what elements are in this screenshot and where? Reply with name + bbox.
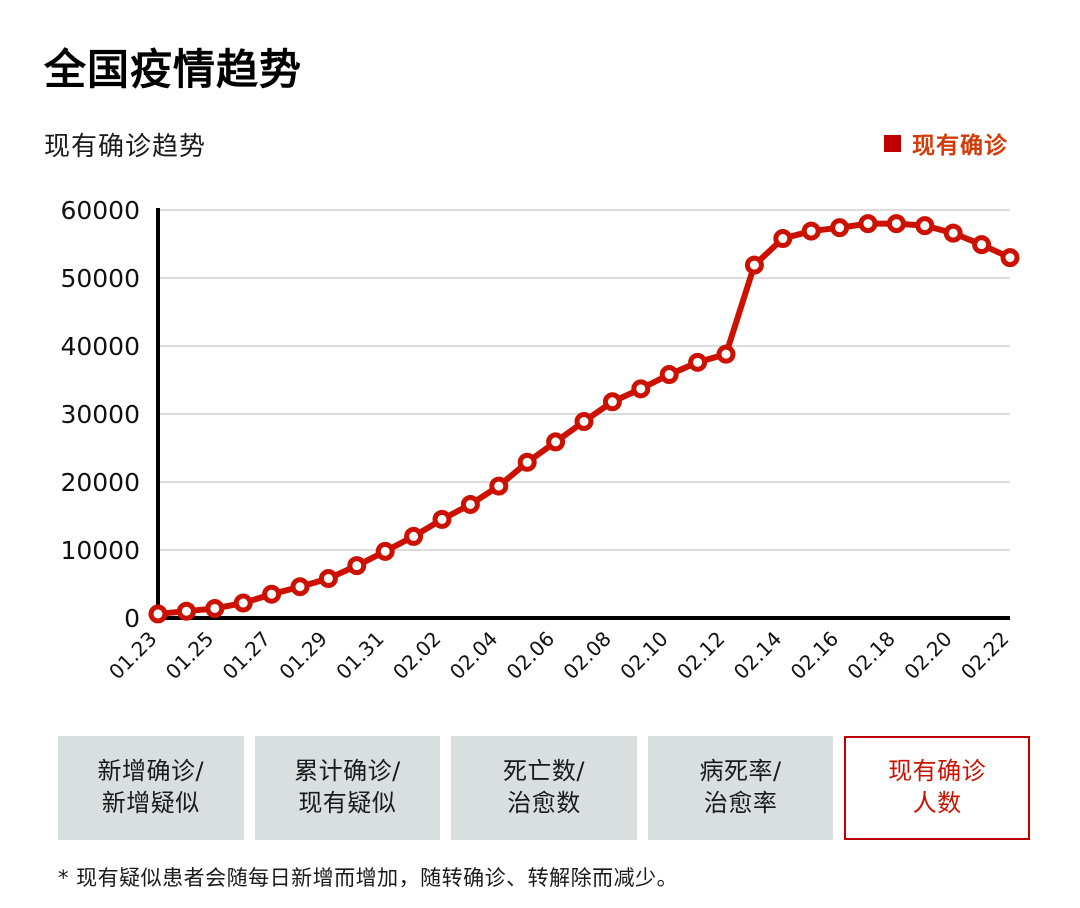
tab-label-line2: 治愈率	[703, 789, 778, 817]
data-point-marker[interactable]	[1000, 248, 1020, 268]
series-existing-confirmed	[148, 214, 1020, 624]
tab-bar: 新增确诊/ 新增疑似 累计确诊/ 现有疑似 死亡数/ 治愈数 病死率/ 治愈率 …	[58, 736, 1030, 840]
chart-legend: 现有确诊	[884, 126, 1008, 160]
data-point-marker[interactable]	[432, 509, 452, 529]
x-tick-label: 02.08	[558, 627, 615, 684]
x-tick-label: 01.29	[274, 627, 331, 684]
x-tick-label: 02.22	[956, 627, 1013, 684]
data-point-marker[interactable]	[233, 593, 253, 613]
data-point-marker[interactable]	[659, 365, 679, 385]
data-point-marker[interactable]	[176, 601, 196, 621]
x-tick-label: 02.06	[502, 627, 559, 684]
y-tick-label: 40000	[60, 332, 140, 361]
data-point-marker[interactable]	[517, 452, 537, 472]
page-title: 全国疫情趋势	[44, 45, 303, 95]
y-tick-label: 10000	[60, 536, 140, 565]
x-tick-label: 02.12	[672, 627, 729, 684]
gridlines	[158, 209, 1010, 551]
x-tick-label: 01.23	[104, 627, 161, 684]
data-point-marker[interactable]	[318, 569, 338, 589]
line-chart: 0 10000 20000 30000 40000 50000 60000 01.23 01.…	[0, 190, 1080, 710]
tab-label-line2: 现有疑似	[298, 789, 397, 817]
tab-label-line2: 人数	[912, 789, 962, 817]
data-point-marker[interactable]	[460, 494, 480, 514]
x-tick-label: 02.14	[729, 627, 786, 684]
x-tick-label: 02.10	[615, 627, 672, 684]
data-point-marker[interactable]	[205, 598, 225, 618]
data-point-marker[interactable]	[489, 476, 509, 496]
x-tick-label: 02.02	[388, 627, 445, 684]
tab-new-confirmed-suspected[interactable]: 新增确诊/ 新增疑似	[58, 736, 244, 840]
x-tick-label: 02.18	[842, 627, 899, 684]
y-tick-label: 60000	[60, 196, 140, 225]
data-point-marker[interactable]	[375, 541, 395, 561]
data-point-marker[interactable]	[830, 218, 850, 238]
data-point-marker[interactable]	[716, 344, 736, 364]
data-point-marker[interactable]	[773, 229, 793, 249]
x-axis-tick-labels: 01.23 01.25 01.27 01.29 01.31 02.02 02.04 02.06…	[104, 627, 1013, 684]
x-tick-label: 02.16	[786, 627, 843, 684]
data-point-marker[interactable]	[915, 216, 935, 236]
data-point-marker[interactable]	[972, 235, 992, 255]
tab-fatality-recovery-rate[interactable]: 病死率/ 治愈率	[647, 736, 834, 840]
data-point-marker[interactable]	[404, 526, 424, 546]
y-tick-label: 20000	[60, 468, 140, 497]
data-point-marker[interactable]	[801, 221, 821, 241]
series-markers	[148, 214, 1020, 624]
x-tick-label: 02.20	[899, 627, 956, 684]
y-tick-label: 30000	[60, 400, 140, 429]
x-tick-label: 01.27	[218, 627, 275, 684]
x-tick-label: 02.04	[445, 627, 502, 684]
y-tick-label: 50000	[60, 264, 140, 293]
tab-label-line1: 现有确诊	[888, 757, 987, 786]
tab-existing-confirmed-count[interactable]: 现有确诊 人数	[844, 736, 1030, 840]
tab-label-line1: 累计确诊/	[294, 757, 401, 786]
tab-label-line1: 病死率/	[699, 757, 782, 786]
data-point-marker[interactable]	[943, 223, 963, 243]
data-point-marker[interactable]	[858, 214, 878, 234]
data-point-marker[interactable]	[631, 379, 651, 399]
y-tick-label: 0	[124, 604, 140, 633]
data-point-marker[interactable]	[688, 352, 708, 372]
legend-swatch-icon	[884, 134, 901, 152]
data-point-marker[interactable]	[886, 214, 906, 234]
tab-label-line2: 新增疑似	[101, 789, 200, 817]
data-point-marker[interactable]	[744, 255, 764, 275]
footnote: * 现有疑似患者会随每日新增而增加，随转确诊、转解除而减少。	[58, 866, 679, 890]
legend-label: 现有确诊	[912, 133, 1008, 159]
data-point-marker[interactable]	[546, 432, 566, 452]
tab-deaths-recoveries[interactable]: 死亡数/ 治愈数	[451, 736, 637, 840]
tab-cumulative-confirmed-suspected[interactable]: 累计确诊/ 现有疑似	[254, 736, 441, 840]
data-point-marker[interactable]	[347, 556, 367, 576]
y-axis-tick-labels: 0 10000 20000 30000 40000 50000 60000	[60, 196, 140, 633]
data-point-marker[interactable]	[574, 411, 594, 431]
data-point-marker[interactable]	[262, 584, 282, 604]
chart-axes	[156, 208, 1010, 620]
x-tick-label: 01.25	[161, 627, 218, 684]
x-tick-label: 01.31	[331, 627, 388, 684]
data-point-marker[interactable]	[148, 604, 168, 624]
chart-subtitle: 现有确诊趋势	[44, 132, 207, 162]
data-point-marker[interactable]	[290, 577, 310, 597]
tab-label-line2: 治愈数	[507, 789, 581, 817]
data-point-marker[interactable]	[602, 392, 622, 412]
tab-label-line1: 新增确诊/	[97, 757, 205, 786]
tab-label-line1: 死亡数/	[502, 757, 586, 786]
